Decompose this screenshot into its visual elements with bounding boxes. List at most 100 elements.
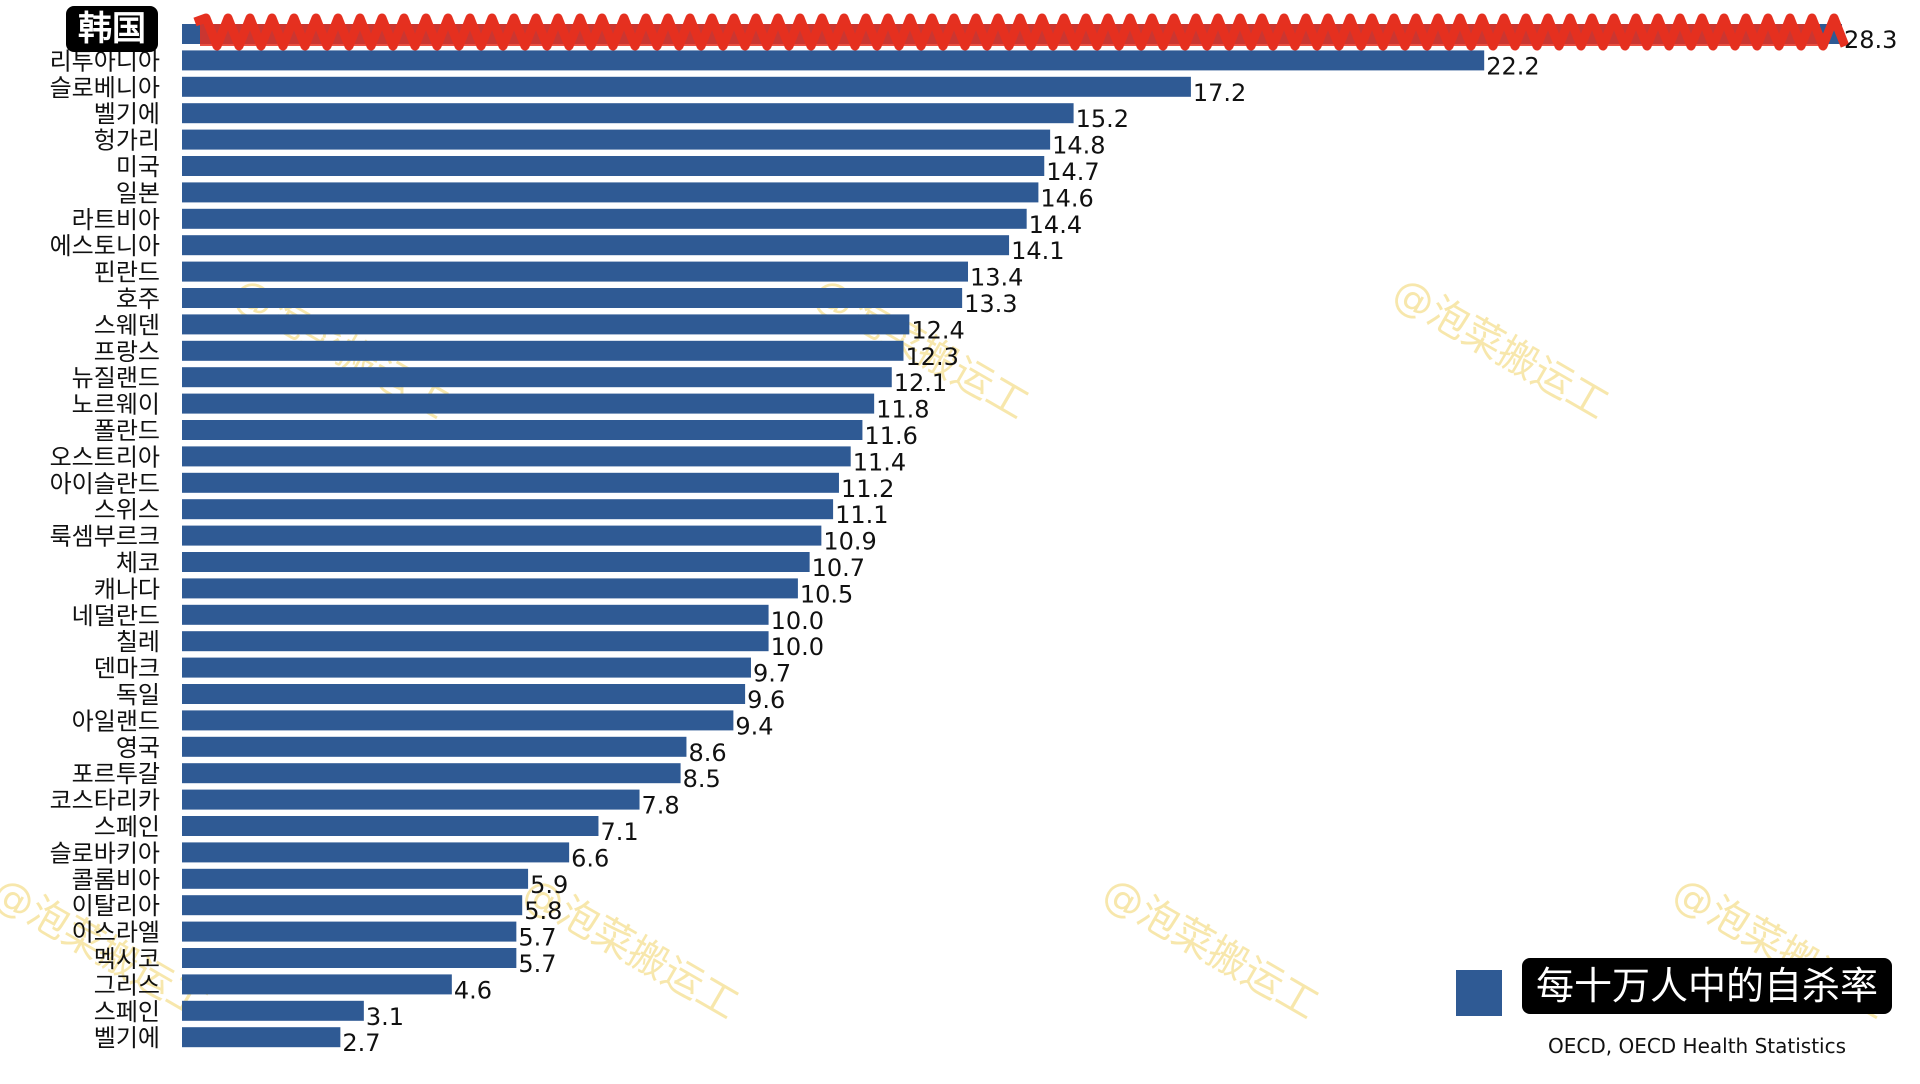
category-label: 슬로바키아 — [50, 839, 160, 867]
red-scribble-overlay — [193, 13, 1850, 51]
value-label: 10.5 — [800, 580, 853, 608]
watermark-text: @泡菜搬运工 — [1095, 869, 1326, 1029]
category-label: 오스트리아 — [50, 443, 160, 471]
bar — [182, 235, 1010, 256]
source-note: OECD, OECD Health Statistics — [1548, 1034, 1847, 1058]
chart-title: 韩国 — [66, 6, 158, 52]
bar — [182, 1000, 364, 1021]
value-label: 5.7 — [518, 950, 556, 978]
category-label: 헝가리 — [94, 127, 160, 155]
category-label: 호주 — [116, 285, 160, 313]
value-label: 14.7 — [1046, 158, 1099, 186]
value-label: 11.4 — [853, 448, 906, 476]
value-label: 7.8 — [642, 792, 680, 820]
bar — [182, 340, 904, 361]
value-label: 10.0 — [771, 607, 824, 635]
value-label: 15.2 — [1076, 105, 1129, 133]
value-label: 4.6 — [454, 976, 492, 1004]
value-label: 2.7 — [342, 1029, 380, 1057]
bar — [182, 525, 822, 546]
category-label: 영국 — [116, 734, 160, 762]
category-label: 스페인 — [94, 813, 160, 841]
value-label: 12.1 — [894, 369, 947, 397]
bar — [182, 710, 734, 731]
category-label: 벨기에 — [94, 100, 160, 128]
category-label: 벨기에 — [94, 1024, 160, 1052]
bars-group — [182, 24, 1842, 1048]
category-label: 이스라엘 — [72, 919, 160, 947]
value-label: 22.2 — [1486, 52, 1539, 80]
value-label: 14.6 — [1040, 184, 1093, 212]
value-label: 28.3 — [1844, 26, 1897, 54]
bar — [182, 657, 751, 678]
bar — [182, 76, 1191, 97]
bar — [182, 895, 523, 916]
value-label: 3.1 — [366, 1003, 404, 1031]
category-label: 일본 — [116, 179, 160, 207]
value-label: 10.0 — [771, 633, 824, 661]
redaction-band — [200, 24, 1820, 46]
category-label: 덴마크 — [94, 655, 160, 683]
legend-label: 每十万人中的自杀率 — [1522, 958, 1893, 1014]
value-label: 14.1 — [1011, 237, 1064, 265]
category-label: 룩셈부르크 — [50, 523, 160, 551]
bar — [182, 921, 517, 942]
value-label: 5.9 — [530, 871, 568, 899]
redaction-scribble — [193, 13, 1850, 51]
value-label: 14.8 — [1052, 132, 1105, 160]
category-label: 독일 — [116, 681, 160, 709]
value-label: 14.4 — [1029, 211, 1082, 239]
category-label: 뉴질랜드 — [72, 364, 160, 392]
value-label: 11.1 — [835, 501, 888, 529]
category-label: 스위스 — [94, 496, 160, 524]
value-label: 17.2 — [1193, 79, 1246, 107]
value-label: 7.1 — [600, 818, 638, 846]
bar — [182, 314, 910, 335]
bar — [182, 156, 1045, 176]
bar — [182, 288, 963, 308]
category-label: 라트비아 — [72, 206, 160, 234]
category-label: 포르투갈 — [72, 760, 160, 788]
value-label: 13.4 — [970, 264, 1023, 292]
category-label: 프랑스 — [94, 338, 160, 366]
value-label: 11.8 — [876, 396, 929, 424]
category-label: 리투아니아 — [50, 47, 160, 75]
category-label: 체코 — [116, 549, 160, 577]
category-label: 캐나다 — [94, 575, 160, 603]
category-label: 슬로베니아 — [50, 74, 160, 102]
bar — [182, 816, 599, 836]
value-label: 9.6 — [747, 686, 785, 714]
bar — [182, 789, 640, 810]
bar — [182, 948, 517, 968]
bar — [182, 50, 1485, 71]
bar — [182, 578, 798, 599]
category-label: 그리스 — [94, 971, 160, 999]
category-label: 아이슬란드 — [50, 470, 160, 498]
value-label: 8.6 — [688, 739, 726, 767]
bar — [182, 604, 769, 625]
category-label: 코스타리카 — [50, 787, 160, 815]
value-label: 5.7 — [518, 924, 556, 952]
bar — [182, 974, 452, 995]
bar — [182, 367, 892, 388]
watermark-text: @泡菜搬运工 — [1385, 269, 1616, 429]
bar — [182, 763, 681, 784]
bar — [182, 446, 851, 467]
value-label: 9.7 — [753, 660, 791, 688]
bar — [182, 182, 1039, 203]
bar — [182, 208, 1027, 229]
category-label: 스웨덴 — [94, 311, 160, 339]
bar — [182, 552, 810, 572]
value-label: 8.5 — [683, 765, 721, 793]
bar — [182, 420, 863, 440]
category-label: 멕시코 — [94, 945, 160, 973]
value-label: 11.2 — [841, 475, 894, 503]
category-label: 스페인 — [94, 998, 160, 1026]
bar — [182, 842, 570, 863]
category-label: 네덜란드 — [72, 602, 160, 630]
value-label: 12.3 — [905, 343, 958, 371]
bar — [182, 472, 839, 493]
category-label: 이탈리아 — [72, 892, 160, 920]
bar — [182, 736, 687, 757]
